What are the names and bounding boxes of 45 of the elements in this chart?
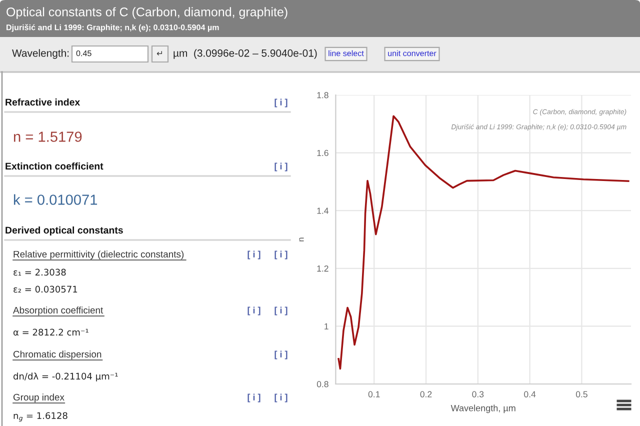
- y-tick-label: 1.2: [317, 265, 328, 272]
- x-tick-label: 0.2: [420, 391, 432, 398]
- text: Extinction coefficient: [6, 162, 104, 170]
- text: [ i ]: [274, 394, 288, 402]
- text: Optical constants of C (Carbon, diamond, graphite): [6, 7, 288, 19]
- text: Wavelength:: [12, 49, 69, 59]
- text: Group index: [13, 394, 64, 402]
- text: Refractive index: [6, 98, 80, 106]
- line-series: [338, 115, 630, 370]
- y-tick-label: 1: [324, 323, 328, 330]
- text: Relative permittivity (dielectric constants): [14, 250, 184, 260]
- y-axis-title: n: [299, 238, 304, 242]
- text: Djurišić and Li 1999: Graphite; n,k (e); 0.0310-0.5904 µm: [6, 24, 219, 32]
- text: [ i ]: [248, 250, 260, 260]
- text: [ i ]: [274, 162, 288, 172]
- text: [ i ]: [274, 98, 288, 108]
- x-axis-title: Wavelength, µm: [450, 404, 516, 414]
- y-tick-label: 0.8: [316, 381, 328, 388]
- y-tick-label: 1.6: [317, 150, 328, 156]
- x-tick-label: 0.1: [368, 391, 380, 398]
- x-tick-label: 0.5: [576, 391, 588, 398]
- text: ε₂ = 0.030571: [14, 286, 78, 293]
- text: ↵: [156, 51, 162, 56]
- x-tick-label: 0.4: [524, 391, 536, 398]
- text: [ i ]: [274, 306, 288, 316]
- text: unit converter: [388, 50, 436, 56]
- text: Absorption coefficient: [13, 306, 104, 316]
- text: Derived optical constants: [6, 226, 123, 236]
- text: µm (3.0996e-02 – 5.9040e-01): [174, 49, 317, 59]
- text: Chromatic dispersion: [13, 350, 102, 360]
- text: [ i ]: [248, 394, 260, 402]
- text: k = 0.010071: [14, 194, 98, 205]
- text: [ i ]: [274, 250, 288, 260]
- text: n$_{g}$ = 1.6128: [14, 412, 68, 422]
- text: 0.45: [76, 50, 92, 56]
- text: [ i ]: [274, 350, 288, 360]
- y-tick-label: 1.8: [317, 92, 328, 98]
- text: dn/dλ = -0.21104 µm⁻¹: [14, 372, 118, 382]
- y-tick-label: 1.4: [317, 208, 328, 214]
- text: n = 1.5179: [14, 132, 82, 142]
- text: ε₁ = 2.3038: [14, 268, 66, 276]
- text: α = 2812.2 cm⁻¹: [14, 328, 88, 336]
- x-tick-label: 0.3: [472, 391, 484, 398]
- text: [ i ]: [248, 306, 260, 316]
- text: line select: [328, 50, 364, 56]
